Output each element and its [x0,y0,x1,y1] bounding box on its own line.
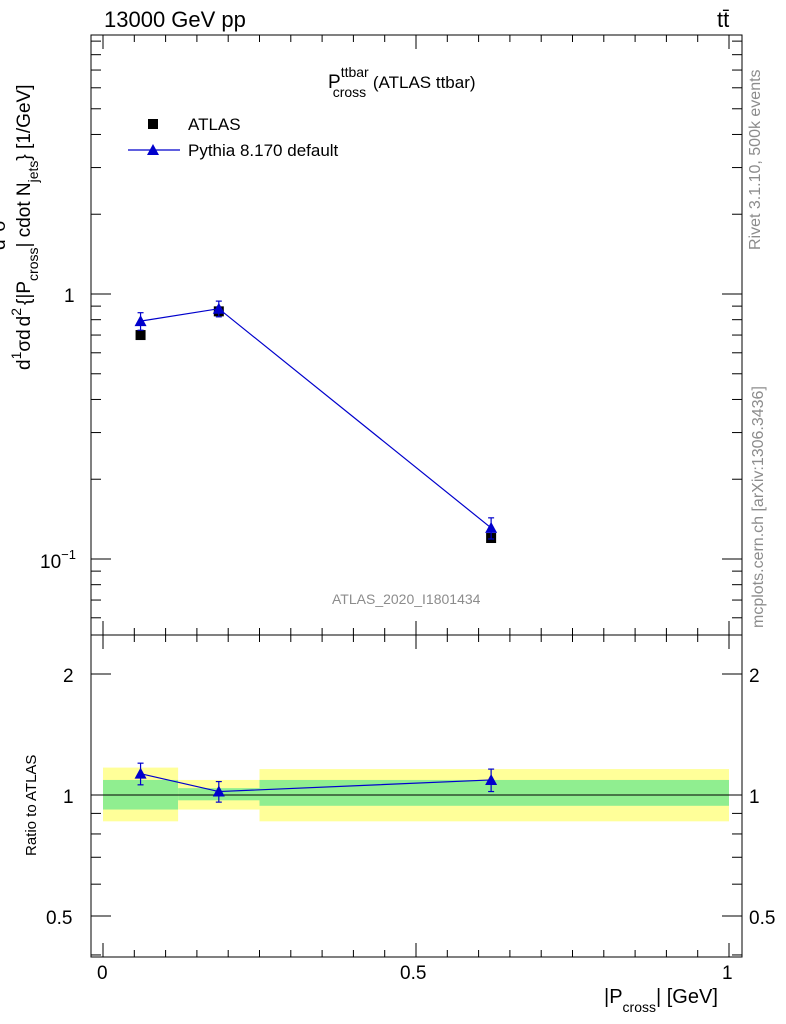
main-axis-ticks [91,35,742,635]
legend-marker-atlas [148,119,158,129]
ytick-label-0.1: 10−1 [40,547,76,573]
ratio-axis-ticks [91,635,742,957]
xlabel: |Pcross| [GeV] [604,986,718,1015]
title-rest: (ATLAS ttbar) [368,73,475,92]
ratio-ytick-1-right: 1 [749,787,760,808]
pythia-point [212,302,225,314]
legend-label-atlas: ATLAS [188,115,241,134]
ratio-ytick-2-right: 2 [749,666,760,687]
atlas-point [135,330,146,341]
ratio-ytick-2: 2 [63,666,74,687]
ratio-ytick-1: 1 [63,787,74,808]
ratio-ytick-0.5: 0.5 [46,908,72,929]
legend-marker-pythia [147,144,159,155]
process-label: tt̄ [717,7,729,32]
ratio-pythia-point [212,785,225,797]
ratio-ylabel: Ratio to ATLAS [23,755,40,856]
main-panel: Pttbar cross (ATLAS ttbar) ATLAS Pythia 8… [0,34,743,636]
energy-label: 13000 GeV pp [104,7,246,32]
ratio-ytick-0.5-right: 0.5 [749,908,775,929]
mcplots-label: mcplots.cern.ch [arXiv:1306.3436] [750,386,767,628]
legend: ATLAS Pythia 8.170 default [128,115,339,160]
ratio-panel: 2 1 0.5 2 1 0.5 Ratio to ATLAS 0 0.5 1 |… [23,634,775,1015]
ratio-data-layer [134,762,498,803]
ytick-label-1: 1 [64,286,75,307]
analysis-watermark: ATLAS_2020_I1801434 [332,591,481,607]
main-data-layer [134,300,498,544]
ratio-bands [103,767,729,822]
main-ylabel: d1σdd2{|Pcross| cdot Njets} [1/GeV] [8,85,41,370]
pythia-point [134,315,147,327]
title-sub: cross [333,84,366,100]
title-main: P [328,72,341,93]
rivet-label: Rivet 3.1.10, 500k events [747,69,764,250]
xtick-0: 0 [97,963,108,984]
main-ylabel-numerator: d2σfid [0,205,10,250]
ratio-pythia-point [134,767,147,779]
title-sup: ttbar [341,64,369,80]
legend-label-pythia: Pythia 8.170 default [188,141,339,160]
ratio-pythia-point [485,773,498,785]
xtick-0.5: 0.5 [400,963,426,984]
pythia-point [485,521,498,533]
xtick-1: 1 [722,963,733,984]
plot-title: Pttbar cross (ATLAS ttbar) [328,64,476,100]
pythia-line [140,308,492,529]
